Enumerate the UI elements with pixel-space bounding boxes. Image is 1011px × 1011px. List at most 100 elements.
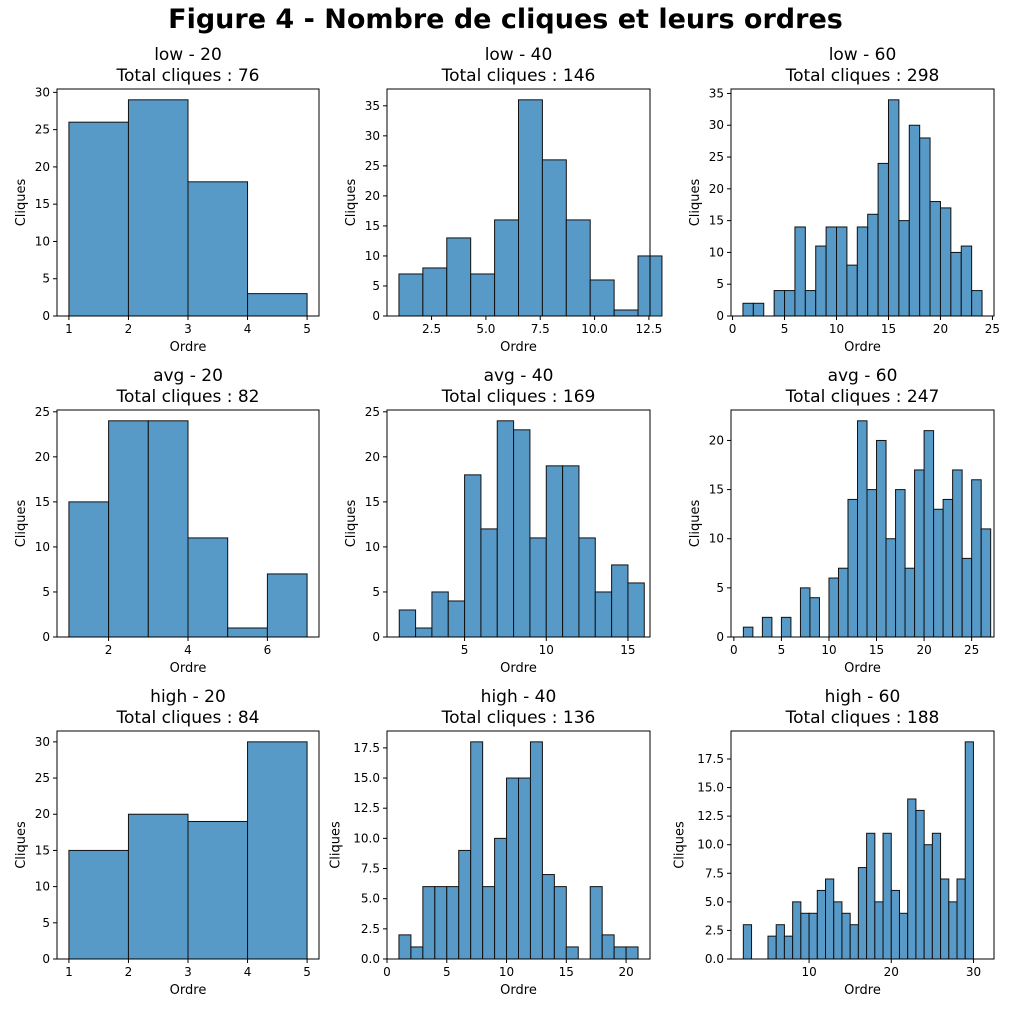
x-tick-label: 0 (383, 965, 391, 979)
histogram-bar (929, 201, 941, 317)
x-tick-label: 6 (264, 643, 272, 657)
histogram-bar (952, 469, 963, 638)
x-tick-label: 0 (730, 643, 738, 657)
y-tick-label: 10 (709, 245, 724, 259)
histogram-bar (971, 290, 983, 317)
histogram-bar (761, 616, 773, 638)
axes-frame (386, 409, 651, 638)
x-tick-label: 15 (881, 322, 896, 336)
histogram-bar (518, 99, 543, 317)
x-tick-label: 4 (244, 322, 252, 336)
x-tick-label: 2 (105, 643, 113, 657)
x-tick-label: 4 (184, 643, 192, 657)
histogram-bar (964, 741, 974, 960)
panel-subtitle: Total cliques : 146 (441, 66, 596, 86)
x-axis-label: Ordre (844, 340, 881, 355)
y-tick-label: 5.0 (705, 895, 724, 909)
histogram-bar (68, 121, 129, 317)
histogram-bar (627, 582, 645, 638)
histogram-bar (127, 99, 189, 317)
x-axis-label: Ordre (170, 983, 207, 998)
panel-title: high - 60 (825, 687, 901, 707)
histogram-bar (783, 935, 794, 960)
histogram-bar (187, 820, 249, 960)
y-tick-label: 12.5 (353, 801, 380, 815)
x-axis-label: Ordre (170, 340, 207, 355)
x-tick-label: 10 (499, 965, 514, 979)
y-tick-label: 10.0 (697, 838, 724, 852)
histogram-bar (898, 912, 909, 960)
histogram-bar (513, 429, 531, 638)
histogram-bar (410, 946, 424, 960)
histogram-bar (887, 99, 900, 317)
histogram-bar (529, 537, 547, 638)
x-tick-label: 2 (125, 965, 133, 979)
x-tick-label: 25 (964, 643, 979, 657)
histogram-bar (68, 849, 129, 960)
histogram-bar (866, 489, 878, 638)
x-tick-label: 2 (125, 322, 133, 336)
histogram-bar (422, 886, 436, 960)
histogram-bar (518, 777, 531, 960)
histogram-bar (874, 901, 884, 960)
y-tick-label: 0 (42, 630, 50, 644)
y-axis-label: Cliques (688, 178, 703, 226)
y-tick-label: 0 (42, 309, 50, 323)
histogram-bar (877, 162, 889, 317)
x-tick-label: 3 (184, 965, 192, 979)
y-tick-label: 20 (35, 450, 50, 464)
panel-title: avg - 20 (153, 366, 223, 386)
x-tick-label: 10.0 (581, 322, 608, 336)
y-tick-label: 15 (365, 495, 380, 509)
y-tick-label: 5 (42, 916, 50, 930)
histogram-bar (470, 741, 484, 960)
y-tick-label: 0 (372, 630, 380, 644)
histogram-bar (613, 946, 627, 960)
y-tick-label: 15 (709, 214, 724, 228)
histogram-bar (415, 627, 433, 638)
histogram-bar (613, 309, 639, 317)
histogram-panel: 1 2 3 4 5 0 5 10 15 20 25 30 Ordre Cliques low - 20Tot… (14, 45, 320, 355)
histogram-bar (794, 226, 806, 317)
axes-frame (386, 730, 651, 960)
histogram-bar (980, 528, 992, 638)
histogram-bar (882, 832, 892, 960)
histogram-bar (960, 245, 973, 317)
y-tick-label: 5.0 (361, 892, 380, 906)
x-tick-label: 10 (821, 643, 836, 657)
histogram-bar (68, 501, 110, 638)
histogram-bar (931, 832, 942, 960)
histogram-bar (625, 946, 639, 960)
histogram-bar (780, 616, 792, 638)
histogram-bar (799, 587, 811, 638)
panel-subtitle: Total cliques : 188 (785, 708, 940, 728)
y-tick-label: 20 (35, 160, 50, 174)
histogram-bar (849, 924, 859, 960)
histogram-bar (464, 474, 482, 638)
y-tick-label: 12.5 (697, 809, 724, 823)
panel-title: high - 40 (481, 687, 557, 707)
y-axis-label: Cliques (688, 499, 703, 547)
y-axis-label: Cliques (14, 178, 29, 226)
histogram-bar (866, 832, 876, 960)
x-axis-label: Ordre (170, 661, 207, 676)
panel-subtitle: Total cliques : 82 (116, 387, 260, 407)
y-tick-label: 5 (42, 585, 50, 599)
histogram-bar (939, 207, 952, 317)
y-axis-label: Cliques (14, 499, 29, 547)
y-tick-label: 0 (716, 309, 724, 323)
y-axis-label: Cliques (673, 821, 688, 869)
y-tick-label: 2.5 (361, 922, 380, 936)
x-tick-label: 12.5 (636, 322, 663, 336)
y-tick-label: 0.0 (361, 952, 380, 966)
histogram-bar (961, 557, 973, 638)
histogram-bar (867, 213, 879, 317)
x-tick-label: 10 (539, 643, 554, 657)
histogram-bar (565, 946, 579, 960)
panel-subtitle: Total cliques : 84 (116, 708, 260, 728)
panel-title: avg - 40 (484, 366, 554, 386)
x-tick-label: 20 (618, 965, 633, 979)
x-tick-label: 15 (620, 643, 635, 657)
y-tick-label: 20 (709, 182, 724, 196)
histogram-bar (494, 219, 520, 317)
